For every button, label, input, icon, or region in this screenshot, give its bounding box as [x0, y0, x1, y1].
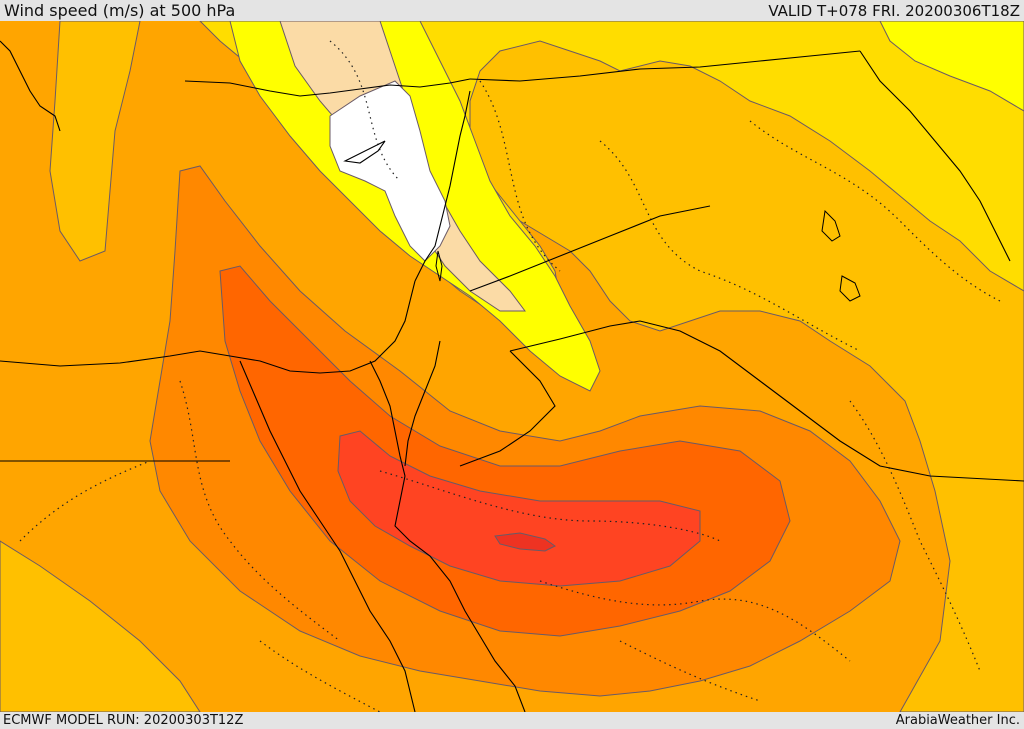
coastline-cyprus — [343, 140, 386, 164]
dead-sea — [435, 250, 443, 282]
deep-red-core — [494, 532, 556, 552]
coastline-mediterranean-south — [0, 280, 416, 374]
coastline-sinai-gulf-suez — [369, 360, 406, 477]
border-jordan — [469, 205, 711, 292]
calm-white-patch — [329, 80, 451, 262]
border-iran — [859, 50, 1011, 262]
map-title: Wind speed (m/s) at 500 hPa — [4, 1, 236, 20]
lake-tharthar — [821, 209, 841, 242]
coastline-aegean — [0, 40, 61, 132]
footer-bar: ECMWF MODEL RUN: 20200303T12Z ArabiaWeat… — [0, 712, 1024, 729]
coastline-anatolia — [184, 78, 471, 97]
model-run-label: ECMWF MODEL RUN: 20200303T12Z — [3, 713, 244, 728]
coastline-red-sea-east — [394, 475, 526, 712]
red-band — [337, 430, 701, 587]
wind-speed-map — [0, 21, 1024, 712]
provider-label: ArabiaWeather Inc. — [895, 713, 1020, 728]
border-saudi-iraq — [509, 320, 1024, 482]
coastline-gulf-aqaba — [404, 340, 441, 467]
dotted-isoline — [849, 400, 981, 672]
dotted-isoline — [259, 640, 381, 712]
border-saudi-yemen — [459, 350, 556, 467]
gold-band-southwest — [0, 540, 201, 712]
header-bar: Wind speed (m/s) at 500 hPa VALID T+078 … — [0, 0, 1024, 21]
valid-time-label: VALID T+078 FRI. 20200306T18Z — [768, 2, 1020, 20]
gold-band-northwest — [49, 21, 141, 262]
dotted-isoline — [179, 380, 341, 642]
light-yellow-band-ne — [879, 21, 1024, 112]
dotted-isoline — [19, 460, 151, 542]
dotted-isoline — [379, 470, 721, 542]
coastline-levant — [414, 90, 471, 282]
lake-habbaniyah — [839, 275, 861, 302]
dotted-isoline — [479, 80, 561, 272]
border-syria-turkey — [469, 50, 861, 82]
coastline-red-sea-west — [239, 360, 416, 712]
